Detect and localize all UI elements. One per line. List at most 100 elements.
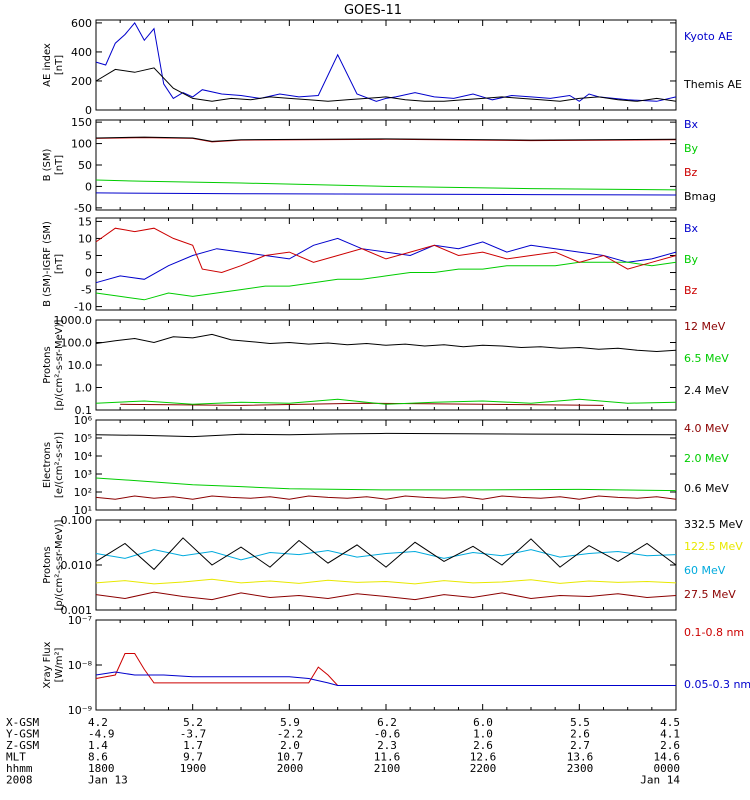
footer-value: -3.7: [180, 728, 207, 741]
footer-value: 2.0: [280, 739, 300, 752]
series-b-1: [95, 179, 677, 191]
series-bdiff-0: [95, 237, 677, 284]
panel-xray: 10⁻⁹ 10⁻⁸ 10⁻⁷ Xray Flux [W/m²] 0.1-0.8 nm 0.0…: [42, 614, 750, 717]
y-tick-label: 400: [71, 46, 92, 59]
legend-entry: 4.0 MeV: [684, 422, 729, 435]
y-tick-label: 0: [85, 104, 92, 117]
y-axis-label: [W/m²]: [54, 647, 65, 682]
panel-p1: 0.1 1.0 10.0 100.0 1000.0 Protons [p/(cm²-s-sr…: [42, 314, 729, 417]
footer-row-label: MLT: [6, 751, 26, 764]
legend-entry: Kyoto AE: [684, 30, 733, 43]
series-el-0: [95, 495, 677, 500]
panel-el: 10¹ 10² 10³ 10⁴ 10⁵ 10⁶ Electrons [e/(cm²-s-sr)…: [42, 414, 729, 517]
y-axis-label: [nT]: [54, 155, 65, 175]
footer-value: Jan 13: [88, 774, 128, 787]
footer-value: -2.2: [277, 728, 304, 741]
panel-frame: [95, 217, 677, 311]
y-tick-label: 600: [71, 17, 92, 30]
footer-value: 14.6: [654, 751, 681, 764]
y-tick-label: 100: [71, 138, 92, 151]
legend-entry: Bz: [684, 284, 698, 297]
panel-frame: [95, 619, 677, 711]
legend-entry: Bx: [684, 222, 699, 235]
series-b-0: [95, 192, 677, 196]
legend-entry: 2.4 MeV: [684, 384, 729, 397]
footer-value: 2.3: [377, 739, 397, 752]
panel-p2: 0.001 0.010 0.100 Protons [p/(cm²-s-sr-MeV)]…: [42, 514, 743, 617]
y-tick-label: 50: [78, 159, 92, 172]
series-p2-1: [95, 549, 677, 561]
footer-value: 1.4: [88, 739, 108, 752]
y-axis-label: AE index: [42, 43, 53, 87]
y-tick-label: 10⁵: [74, 432, 92, 445]
series-p2-2: [95, 578, 677, 585]
legend-entry: 0.05-0.3 nm: [684, 678, 750, 691]
footer-row-label: Y-GSM: [6, 728, 39, 741]
series-bdiff-2: [95, 227, 677, 274]
legend-entry: 0.6 MeV: [684, 482, 729, 495]
footer-row-label: 2008: [6, 774, 33, 787]
footer-value: 1800: [88, 762, 115, 775]
series-el-1: [95, 477, 677, 492]
chart-title: GOES-11: [344, 3, 402, 18]
footer-value: 2.6: [570, 728, 590, 741]
y-tick-label: -5: [81, 284, 92, 297]
y-axis-label: [e/(cm²-s-sr)]: [54, 432, 65, 498]
y-tick-label: 0: [85, 267, 92, 280]
y-tick-label: 10¹: [74, 504, 92, 517]
series-el-2: [95, 432, 677, 438]
panel-b: -50 0 50 100 150 B (SM) [nT] Bx By Bz Bmag: [42, 116, 716, 215]
footer-value: 8.6: [88, 751, 108, 764]
footer-value: 2100: [374, 762, 401, 775]
footer-row-label: Z-GSM: [6, 739, 39, 752]
footer-value: 4.1: [660, 728, 680, 741]
y-tick-label: -10: [74, 301, 92, 314]
legend-entry: By: [684, 142, 699, 155]
panel-ae: 0 200 400 600 AE index [nT] Kyoto AE Themis AE: [42, 17, 742, 117]
y-axis-label: [nT]: [54, 55, 65, 75]
footer-value: -0.6: [374, 728, 401, 741]
series-p2-3: [95, 537, 677, 571]
y-tick-label: 10⁻⁹: [68, 704, 92, 717]
y-axis-label: [p/(cm²-s-sr-MeV)]: [54, 519, 65, 610]
y-tick-label: 0.1: [75, 404, 93, 417]
panel-frame: [95, 119, 677, 211]
legend-entry: 6.5 MeV: [684, 352, 729, 365]
legend-entry: 12 MeV: [684, 320, 726, 333]
series-b-3: [95, 136, 677, 142]
series-xray-0: [95, 653, 676, 686]
y-axis-label: Protons: [42, 346, 53, 383]
y-tick-label: 10⁴: [74, 450, 93, 463]
legend-entry: By: [684, 253, 699, 266]
y-tick-label: 5: [85, 249, 92, 262]
series-p1-1: [95, 398, 677, 405]
footer-row-label: X-GSM: [6, 716, 39, 729]
y-tick-label: 10²: [74, 486, 92, 499]
legend-entry: Bz: [684, 166, 698, 179]
series-p1-2: [95, 333, 677, 353]
footer-value: 4.2: [88, 716, 108, 729]
y-tick-label: 1.0: [75, 382, 93, 395]
footer-value: 2000: [277, 762, 304, 775]
y-tick-label: 10: [78, 232, 92, 245]
footer-value: 10.7: [277, 751, 304, 764]
y-tick-label: 0.010: [61, 559, 93, 572]
y-tick-label: 15: [78, 215, 92, 228]
footer-value: 5.5: [570, 716, 590, 729]
footer-value: 5.9: [280, 716, 300, 729]
y-tick-label: -50: [74, 202, 92, 215]
footer-value: 2.6: [660, 739, 680, 752]
y-tick-label: 0: [85, 180, 92, 193]
footer-value: 1.0: [473, 728, 493, 741]
footer-value: 6.2: [377, 716, 397, 729]
y-axis-label: Electrons: [42, 442, 53, 488]
footer-value: 6.0: [473, 716, 493, 729]
y-tick-label: 10⁻⁷: [68, 614, 92, 627]
y-tick-label: 10³: [74, 468, 92, 481]
legend-entry: Themis AE: [683, 78, 742, 91]
orbit-footer: X-GSM 4.2 5.2 5.9 6.2 6.0 5.5 4.5 Y-GSM -4.9 -3.7 -…: [6, 716, 680, 787]
footer-value: 1.7: [183, 739, 203, 752]
legend-entry: Bx: [684, 118, 699, 131]
legend-entry: 2.0 MeV: [684, 452, 729, 465]
